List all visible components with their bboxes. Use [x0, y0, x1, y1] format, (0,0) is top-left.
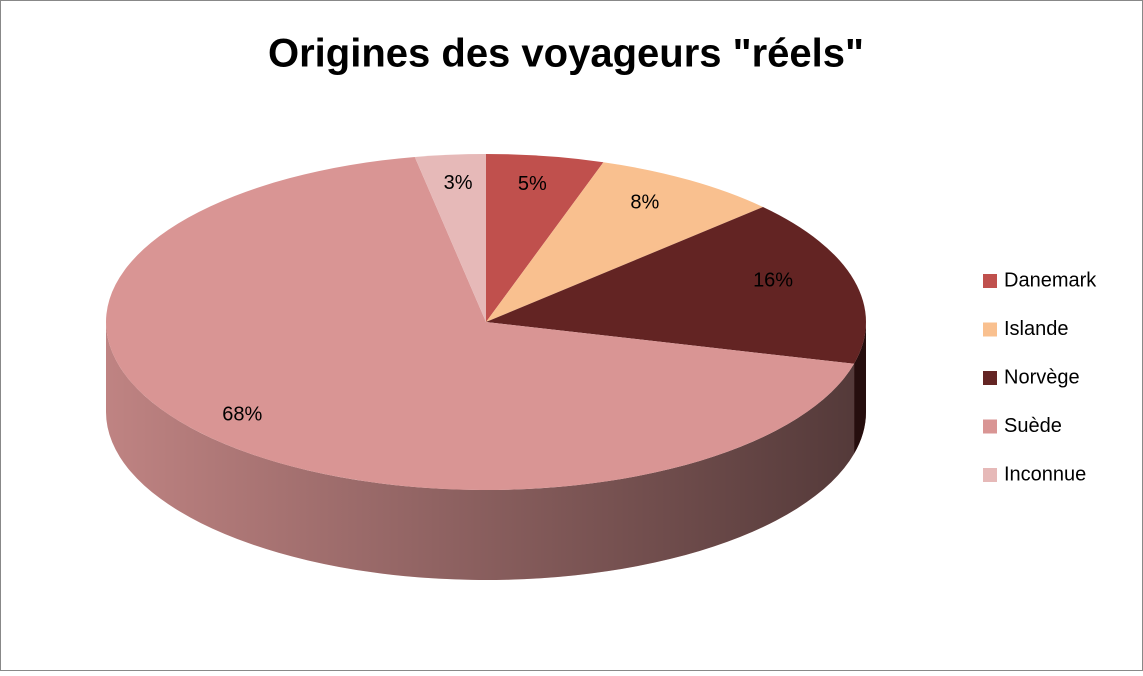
legend-swatch: [983, 371, 997, 385]
data-label: 5%: [518, 173, 547, 195]
data-label: 8%: [630, 192, 659, 214]
chart-title: Origines des voyageurs "réels": [268, 32, 864, 76]
slice: [414, 154, 486, 322]
legend-label: Norvège: [1004, 366, 1080, 388]
legend-label: Danemark: [1004, 269, 1097, 291]
legend-swatch: [983, 274, 997, 288]
slice: [106, 156, 855, 490]
data-label: 68%: [222, 403, 262, 425]
side-shade: [854, 322, 866, 454]
data-label: 3%: [444, 172, 473, 194]
legend-swatch: [983, 419, 997, 434]
slice: [486, 154, 604, 322]
legend-label: Inconnue: [1004, 463, 1086, 485]
legend-label: Islande: [1004, 318, 1069, 340]
slice: [486, 162, 764, 322]
legend-swatch: [983, 322, 997, 337]
legend-label: Suède: [1004, 415, 1062, 437]
data-label: 16%: [753, 270, 793, 292]
slice: [486, 206, 866, 364]
side-shade: [106, 322, 855, 581]
legend-swatch: [983, 468, 997, 482]
